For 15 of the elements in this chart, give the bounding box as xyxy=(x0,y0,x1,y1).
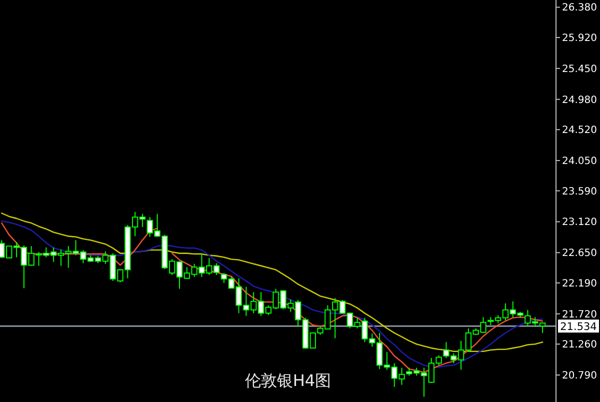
y-tick-label: 22.650 xyxy=(562,248,597,260)
y-tick-label: 21.260 xyxy=(562,340,597,351)
y-tick-label: 25.920 xyxy=(562,33,597,44)
y-tick-label: 23.590 xyxy=(562,186,597,198)
y-tick-label: 23.120 xyxy=(562,217,597,228)
y-tick-label: 24.050 xyxy=(562,156,597,168)
y-tick-label: 24.980 xyxy=(562,94,597,106)
y-tick-label: 22.190 xyxy=(562,278,597,290)
ref-label: 21.534 xyxy=(560,321,597,334)
y-tick-label: 21.720 xyxy=(562,309,597,320)
y-tick-label: 20.790 xyxy=(562,370,597,382)
y-tick-label: 25.450 xyxy=(562,64,597,75)
y-tick-label: 24.520 xyxy=(562,125,597,136)
y-tick-label: 26.380 xyxy=(562,2,597,14)
text: 伦敦银H4图 xyxy=(244,371,332,390)
